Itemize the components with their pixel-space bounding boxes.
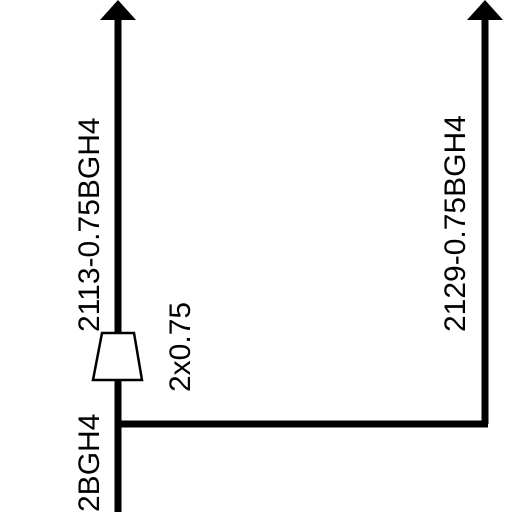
left-arrow-head	[100, 0, 136, 20]
right-arrow-head	[467, 0, 503, 20]
right-wire-label: 2129-0.75BGH4	[439, 115, 472, 332]
splice-connector	[91, 331, 144, 382]
left-lower-wire-label: 2BGH4	[73, 414, 106, 512]
splice-label: 2x0.75	[164, 302, 197, 392]
left-upper-wire-label: 2113-0.75BGH4	[73, 117, 106, 332]
